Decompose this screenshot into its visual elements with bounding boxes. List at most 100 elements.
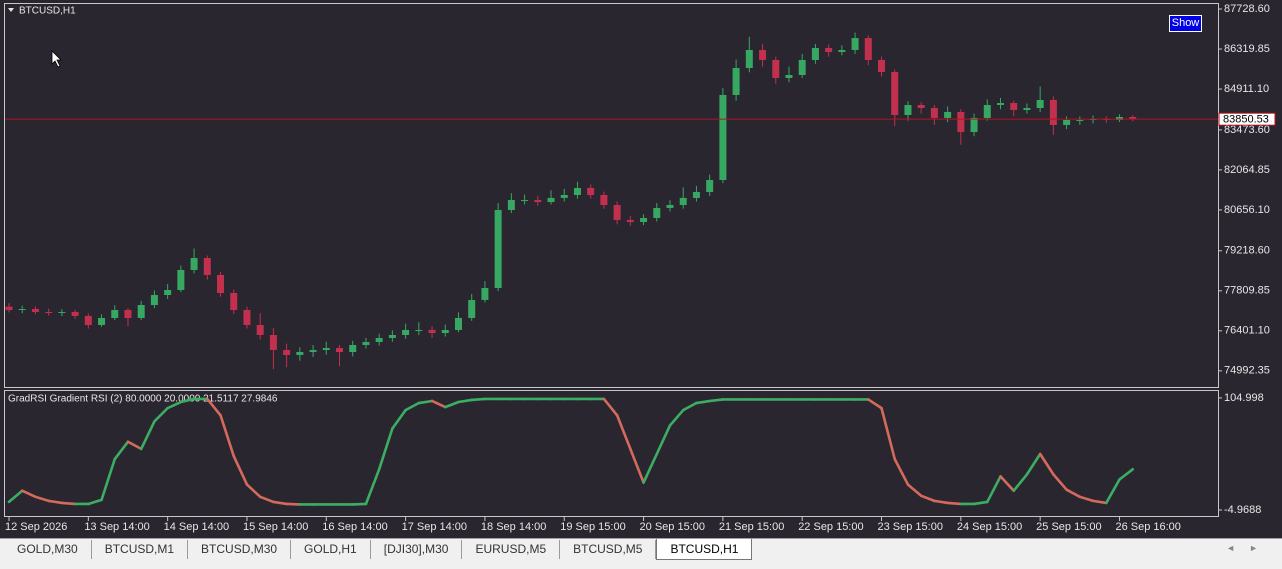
candle-body [534, 199, 542, 203]
candle-body [944, 111, 952, 118]
rsi-segment [219, 413, 236, 458]
x-tick-label: 18 Sep 14:00 [481, 521, 546, 533]
rsi-segment [179, 397, 196, 404]
x-tick-label: 22 Sep 15:00 [798, 521, 863, 533]
x-tick-label: 17 Sep 14:00 [402, 521, 467, 533]
candle-body [269, 334, 277, 350]
candle-body [878, 59, 886, 72]
candle-body [84, 315, 92, 325]
candle-body [692, 192, 700, 198]
candle-body [759, 49, 767, 60]
candle-body [98, 317, 106, 325]
rsi-segment [1012, 473, 1029, 492]
x-tick-label: 14 Sep 14:00 [164, 521, 229, 533]
candle-body [177, 269, 185, 290]
chart-tab[interactable]: BTCUSD,M5 [560, 540, 657, 559]
rsi-segment [972, 500, 989, 506]
x-tick-label: 16 Sep 14:00 [322, 521, 387, 533]
candle-body [494, 209, 502, 289]
chart-tab[interactable]: BTCUSD,M30 [188, 540, 292, 559]
y-tick-label: 82064.85 [1224, 164, 1270, 176]
chart-tab[interactable]: BTCUSD,M1 [92, 540, 189, 559]
rsi-segment [946, 501, 963, 506]
x-tick-label: 19 Sep 15:00 [560, 521, 625, 533]
x-tick-label: 24 Sep 15:00 [957, 521, 1022, 533]
chart-area: BTCUSD,H1 GradRSI Gradient RSI (2) 80.00… [0, 0, 1282, 538]
rsi-segment [258, 495, 275, 504]
candle-body [600, 194, 608, 205]
chart-tab[interactable]: [DJI30],M30 [371, 540, 463, 559]
candle-body [1115, 116, 1123, 120]
rsi-segment [443, 400, 460, 409]
candle-body [203, 258, 211, 275]
rsi-segment [430, 399, 447, 409]
y-tick-label: 74992.35 [1224, 365, 1270, 377]
candle-body [137, 304, 145, 318]
candle-body [547, 197, 555, 203]
rsi-segment [60, 501, 77, 506]
rsi-segment [933, 499, 949, 505]
rsi-segment [1078, 495, 1095, 503]
y-tick-label: -4.9688 [1224, 504, 1261, 516]
rsi-segment [364, 467, 381, 506]
candle-body [613, 204, 621, 220]
candle-body [626, 219, 634, 223]
candle-body [891, 71, 899, 115]
candle-body [1129, 116, 1137, 120]
y-tick-label: 77809.85 [1224, 285, 1270, 297]
chart-tab[interactable]: BTCUSD,H1 [656, 539, 753, 560]
candle-body [5, 306, 13, 310]
candle-body [1023, 108, 1031, 110]
rsi-segment [866, 398, 883, 410]
rsi-segment [880, 406, 897, 461]
chart-tab[interactable]: EURUSD,M5 [462, 540, 561, 559]
candle-body [983, 104, 991, 118]
candle-body [785, 74, 793, 79]
mouse-cursor [51, 50, 62, 68]
candle-body [957, 111, 965, 133]
candle-body [1076, 119, 1084, 121]
candle-body [31, 308, 39, 313]
candle-body [481, 288, 489, 300]
x-tick-label: 25 Sep 15:00 [1036, 521, 1101, 533]
y-tick-label: 76401.10 [1224, 325, 1270, 337]
candle-body [798, 59, 806, 75]
current-price-label: 83850.53 [1223, 114, 1269, 126]
candle-body [124, 309, 132, 318]
rsi-segment [20, 489, 37, 499]
candle-body [150, 294, 158, 305]
show-button[interactable]: Show [1169, 15, 1202, 32]
candle-body [653, 207, 661, 219]
candle-body [507, 199, 515, 210]
x-tick-label: 21 Sep 15:00 [719, 521, 784, 533]
indicator-panel-border [4, 390, 1219, 517]
collapse-icon[interactable] [8, 8, 14, 12]
background [0, 0, 1282, 538]
tab-scroll-arrows[interactable]: ◄► [1226, 543, 1272, 553]
rsi-segment [602, 397, 619, 417]
rsi-segment [126, 440, 143, 451]
y-tick-label: 80656.10 [1224, 204, 1270, 216]
rsi-segment [1065, 488, 1082, 499]
candle-body [454, 317, 462, 330]
candle-body [256, 324, 264, 335]
rsi-segment [629, 447, 645, 484]
tab-bar: GOLD,M30 BTCUSD,M1 BTCUSD,M30 GOLD,H1 [DJI30… [0, 538, 1282, 569]
candle-body [296, 352, 304, 355]
candle-body [772, 59, 780, 79]
rsi-segment [681, 401, 698, 412]
rsi-segment [668, 408, 685, 427]
rsi-segment [113, 440, 130, 461]
candle-body [521, 199, 529, 201]
candle-body [164, 289, 172, 295]
y-tick-label: 79218.60 [1224, 245, 1270, 257]
rsi-segment [1104, 478, 1121, 505]
y-tick-label: 87728.60 [1224, 3, 1270, 15]
rsi-segment [404, 401, 421, 412]
candle-body [428, 329, 436, 334]
x-tick-label: 20 Sep 15:00 [640, 521, 705, 533]
chart-tab[interactable]: GOLD,H1 [291, 540, 371, 559]
candle-body [1010, 103, 1018, 110]
candle-body [441, 329, 449, 334]
chart-tab[interactable]: GOLD,M30 [4, 540, 92, 559]
